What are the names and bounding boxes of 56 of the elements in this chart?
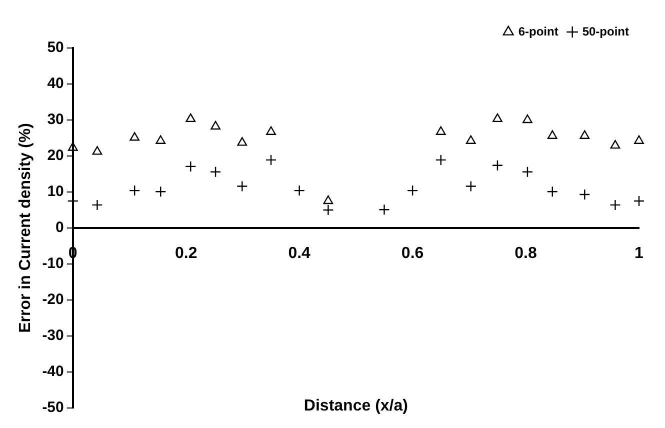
point [237,137,248,146]
legend-label: 6-point [518,24,558,38]
point [435,154,446,166]
point [265,154,277,166]
y-axis-title: Error in Current density (%) [17,123,34,333]
point [633,195,645,207]
point [294,184,305,196]
y-tick-label: -50 [42,399,64,416]
point [378,204,390,216]
y-tick-label: 0 [56,219,64,236]
point [580,130,590,139]
y-tick-label: 10 [47,183,64,200]
x-tick-label: 0.8 [514,245,537,262]
point [522,166,534,178]
point [92,199,103,211]
y-tick-label: 30 [47,111,64,128]
x-tick-label: 0.6 [401,245,424,262]
legend-label: 50-point [582,24,630,38]
point [634,135,644,144]
point [436,126,446,135]
point [155,186,166,198]
point [185,160,196,172]
point [522,114,532,124]
y-tick-label: -10 [42,255,64,272]
y-tick-label: 40 [47,75,64,92]
x-tick-label: 1 [634,245,644,262]
point [156,135,166,144]
point [465,180,476,192]
x-tick-label: 0.2 [174,245,198,262]
x-tick-label: 0.4 [288,245,311,262]
point [92,146,102,155]
point [492,113,502,122]
x-axis-title: Distance (x/a) [304,397,408,414]
point [323,195,334,204]
point [210,120,220,130]
point [68,142,78,151]
point [266,126,276,135]
point [546,186,558,198]
point [547,130,558,139]
point [236,180,248,192]
point [322,204,334,216]
point [130,132,140,141]
y-tick-label: -20 [42,291,64,308]
point [186,113,196,122]
point [492,160,504,171]
point [610,199,621,211]
point [579,188,590,200]
y-tick-label: -30 [42,327,64,344]
y-tick-label: 20 [47,147,64,164]
y-tick-label: 50 [47,39,64,56]
point [406,184,418,196]
point [466,135,476,144]
y-tick-label: -40 [42,363,64,380]
point [210,166,222,178]
point [610,140,620,149]
point [128,184,140,196]
